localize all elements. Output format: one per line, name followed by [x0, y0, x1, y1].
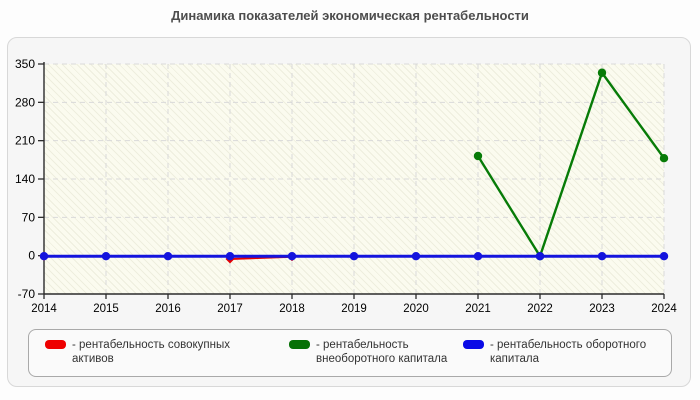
y-tick-label: 280	[15, 95, 35, 109]
y-tick-label: 210	[15, 134, 35, 148]
y-tick-label: 140	[15, 172, 35, 186]
data-point	[163, 252, 173, 261]
y-tick-label: -70	[18, 287, 36, 301]
data-point	[473, 151, 483, 161]
chart-legend: - рентабельность совокупных активов - ре…	[28, 329, 672, 377]
data-point	[597, 252, 607, 261]
legend-item-working-capital: - рентабельность оборотного капитала	[463, 338, 680, 367]
data-point	[411, 252, 421, 261]
legend-item-total-assets: - рентабельность совокупных активов	[45, 338, 254, 367]
data-point	[39, 252, 49, 261]
legend-swatch	[45, 340, 66, 349]
data-point	[473, 252, 483, 261]
data-point	[597, 68, 607, 77]
chart-title: Динамика показателей экономическая рента…	[171, 8, 529, 23]
x-tick-label: 2018	[279, 303, 305, 315]
data-point	[349, 252, 359, 261]
x-tick-label: 2017	[217, 303, 243, 315]
axes: 350 280 210 140 70 0 -70 2014 2015 2016 2017 2018 20…	[15, 57, 677, 315]
legend-label: - рентабельность внеоборотного капитала	[316, 339, 448, 366]
y-tick-label: 70	[22, 210, 36, 224]
legend-swatch	[463, 340, 484, 349]
y-tick-label: 350	[15, 57, 35, 71]
data-point	[659, 252, 669, 261]
legend-label: - рентабельность совокупных активов	[72, 339, 230, 366]
x-tick-label: 2015	[93, 303, 119, 315]
x-tick-label: 2023	[589, 303, 615, 315]
data-point	[101, 252, 111, 261]
legend-label: - рентабельность оборотного капитала	[490, 339, 647, 366]
x-tick-label: 2016	[155, 303, 181, 315]
x-tick-label: 2020	[403, 303, 429, 315]
x-tick-label: 2024	[651, 303, 677, 315]
x-tick-label: 2019	[341, 303, 367, 315]
x-tick-label: 2021	[465, 303, 491, 315]
x-tick-label: 2022	[527, 303, 553, 315]
data-point	[535, 252, 545, 261]
legend-item-noncurrent-capital: - рентабельность внеоборотного капитала	[289, 338, 476, 367]
series-line-2	[39, 252, 669, 261]
x-tick-label: 2014	[31, 303, 57, 315]
y-tick-label: 0	[28, 249, 35, 263]
data-point	[225, 252, 235, 261]
data-point	[287, 252, 297, 261]
legend-swatch	[289, 340, 310, 349]
series-line-1	[473, 68, 669, 261]
data-point	[659, 153, 669, 163]
